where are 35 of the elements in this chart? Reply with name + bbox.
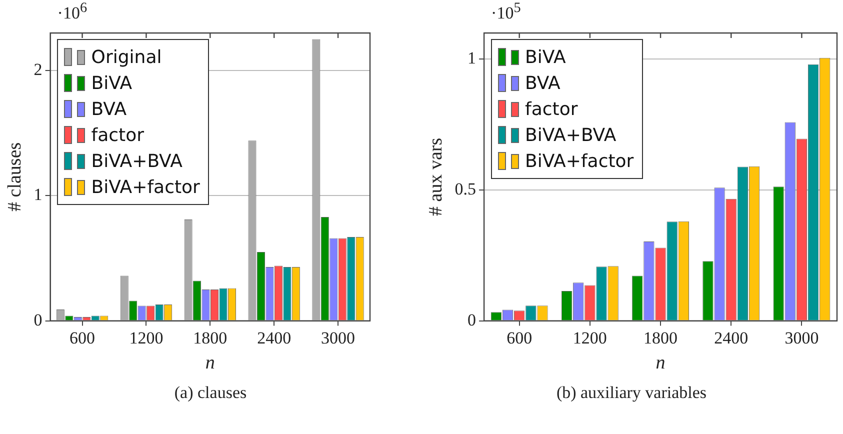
x-tick-label: 2400 xyxy=(257,328,292,348)
text: ·10$^{6}$ xyxy=(57,0,88,24)
legend-label: factor xyxy=(91,124,144,146)
legend-label: BiVA+BVA xyxy=(525,124,616,146)
text: (a) clauses xyxy=(173,383,248,403)
y-tick-label: 0 xyxy=(468,310,476,330)
x-tick-label: 1800 xyxy=(644,328,678,348)
legend-label: BiVA+factor xyxy=(525,150,634,172)
text: (b) auxiliary variables xyxy=(555,383,708,403)
x-axis-title: n xyxy=(205,352,215,374)
legend-label: factor xyxy=(525,98,578,120)
x-tick-label: 1200 xyxy=(129,328,164,348)
y-tick-label: 2 xyxy=(34,60,42,80)
y-axis-title: # clauses xyxy=(4,142,26,212)
x-axis-title: n xyxy=(656,352,666,374)
legend-label: BVA xyxy=(91,98,127,120)
legend-label: Original xyxy=(91,46,162,68)
legend-label: BiVA xyxy=(525,46,566,68)
x-tick-label: 2400 xyxy=(714,328,748,348)
y-tick-label: 0 xyxy=(34,310,42,330)
legend-label: BVA xyxy=(525,72,560,94)
y-tick-label: 0.5 xyxy=(454,179,476,198)
x-tick-label: 3000 xyxy=(784,328,819,348)
y-tick-label: 1 xyxy=(34,185,42,204)
x-tick-label: 600 xyxy=(506,328,532,348)
x-tick-label: 3000 xyxy=(321,328,356,348)
y-tick-label: 1 xyxy=(468,48,476,68)
x-tick-label: 1800 xyxy=(193,328,228,348)
legend-label: BiVA xyxy=(91,72,132,94)
x-tick-label: 600 xyxy=(70,328,96,348)
legend-label: BiVA+BVA xyxy=(91,150,182,172)
text: ·10$^{5}$ xyxy=(491,0,521,24)
legend-label: BiVA+factor xyxy=(91,176,200,198)
y-axis-title: # aux vars xyxy=(425,138,446,216)
x-tick-label: 1200 xyxy=(572,328,607,348)
